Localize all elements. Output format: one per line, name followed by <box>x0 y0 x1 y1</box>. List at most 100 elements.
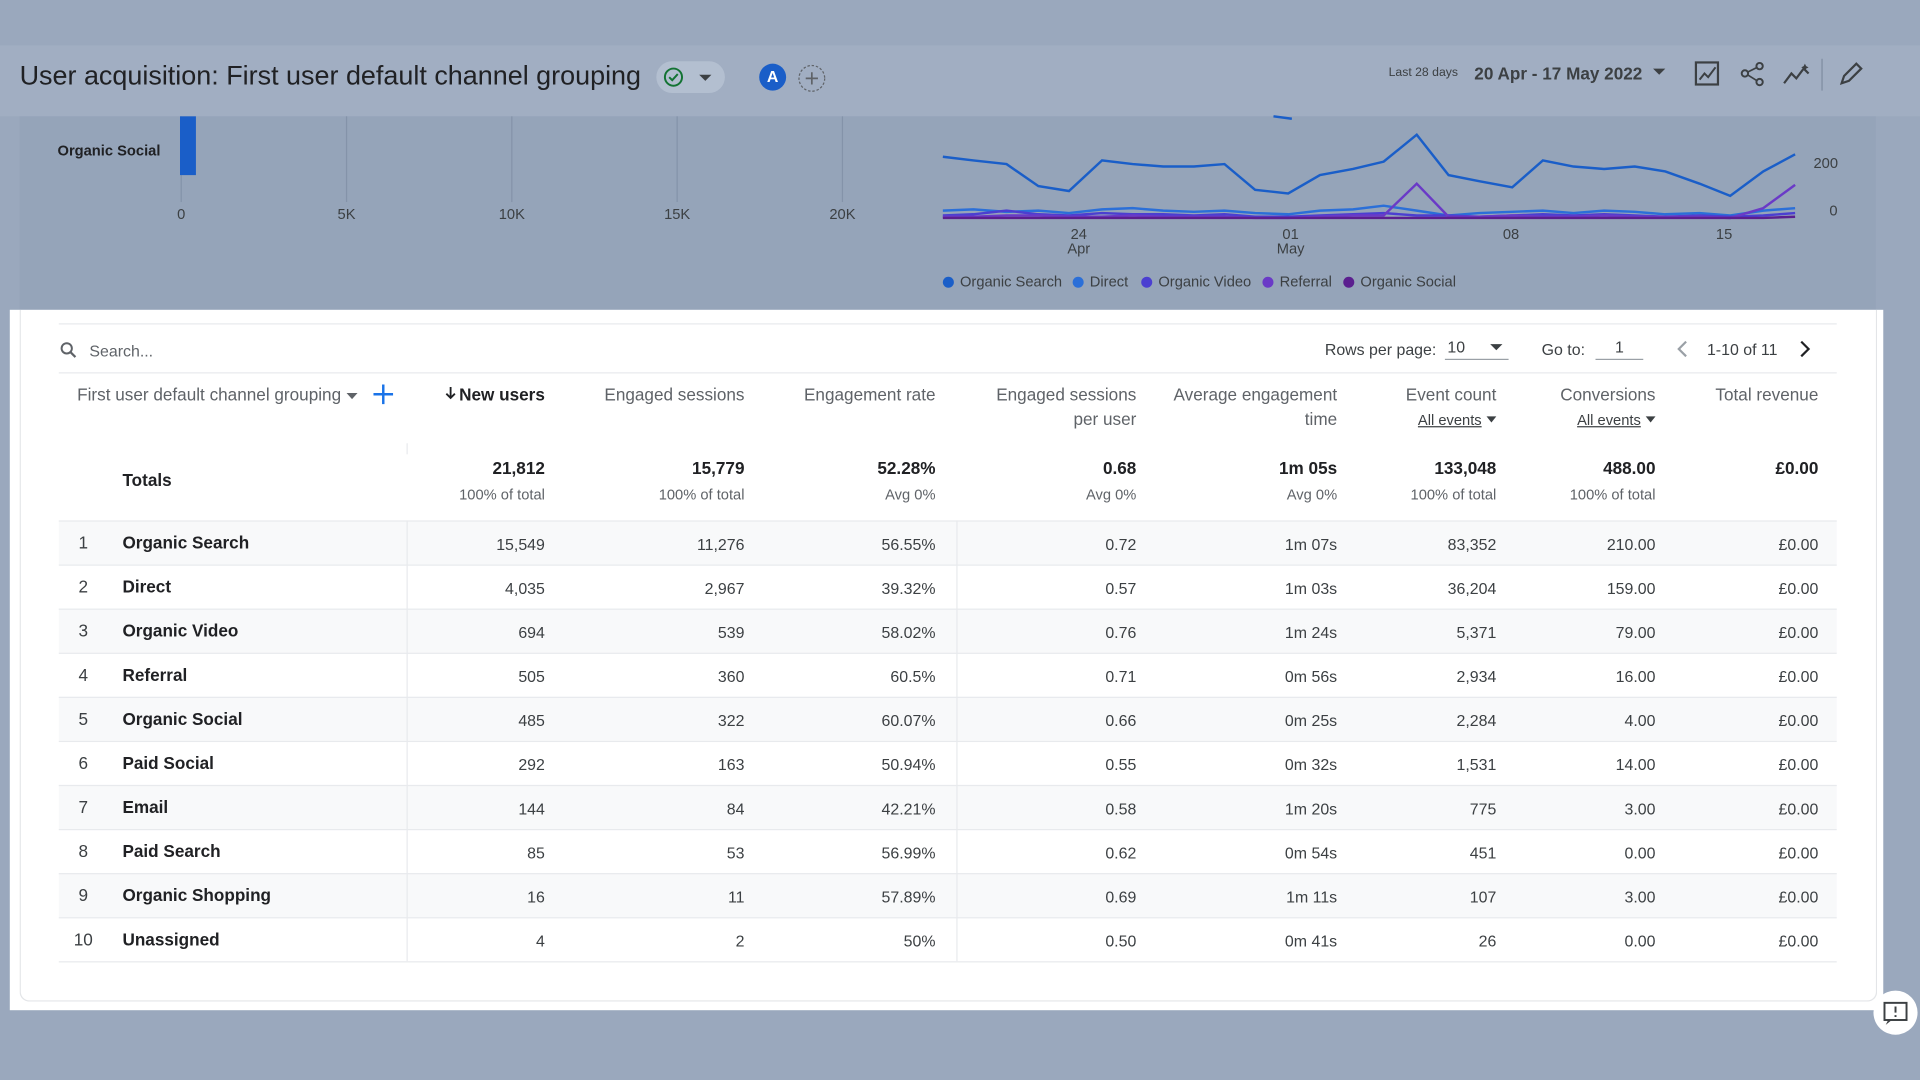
legend-item[interactable]: Referral <box>1262 273 1332 290</box>
column-filter[interactable]: All events <box>1417 411 1482 429</box>
cell: 0.62 <box>1105 843 1137 863</box>
cell: £0.00 <box>1778 755 1819 774</box>
cell: £0.00 <box>1778 535 1819 554</box>
cell: 53 <box>726 843 745 863</box>
column-header[interactable]: Average engagement time <box>1166 382 1338 431</box>
row-name: Organic Search <box>122 532 250 553</box>
cell: 2 <box>735 931 745 951</box>
table-row[interactable] <box>58 696 1837 741</box>
cell: 56.99% <box>881 843 936 863</box>
row-index: 8 <box>78 841 89 861</box>
bar-category: Organic Social <box>57 142 161 160</box>
status-pill[interactable] <box>656 61 725 94</box>
row-name: Paid Search <box>122 841 221 861</box>
goto-input[interactable]: 1 <box>1595 338 1644 361</box>
table-row[interactable] <box>58 564 1837 609</box>
cell: 1m 07s <box>1284 535 1338 554</box>
x-tick-label: 01 May <box>1276 225 1305 258</box>
toolbar-icons[interactable] <box>1690 56 1874 93</box>
cell: 1m 11s <box>1286 887 1338 907</box>
page-range: 1-10 of 11 <box>1706 340 1778 359</box>
cell: 0.72 <box>1105 535 1137 554</box>
column-header[interactable]: Event count <box>1362 382 1497 406</box>
bar <box>180 116 196 176</box>
dimension-header[interactable]: First user default channel grouping <box>77 384 358 404</box>
cell: 0m 32s <box>1284 755 1338 774</box>
cell: 0.00 <box>1624 931 1656 951</box>
cell: 50% <box>903 931 936 951</box>
line-series <box>942 115 1796 220</box>
column-header[interactable]: Engaged sessions <box>585 382 744 406</box>
search-input[interactable]: Search... <box>89 341 154 361</box>
cell: 322 <box>717 711 745 730</box>
column-filter[interactable]: All events <box>1577 411 1641 429</box>
column-header[interactable]: Total revenue <box>1684 382 1818 406</box>
totals-value: 1m 05s <box>1278 457 1338 478</box>
table-row[interactable] <box>58 873 1837 918</box>
cell: 0.57 <box>1105 579 1137 598</box>
cell: 26 <box>1478 931 1497 951</box>
bar-grid <box>180 116 844 203</box>
table-card <box>19 309 1878 1002</box>
rows-per-page-select[interactable]: 10 <box>1444 338 1509 361</box>
cell: 0.50 <box>1105 931 1137 951</box>
status-icon <box>663 67 712 87</box>
column-label: Conversions <box>1560 384 1656 405</box>
table-row[interactable] <box>58 652 1837 697</box>
table-row[interactable] <box>58 740 1837 785</box>
divider <box>406 443 408 455</box>
sort-icon <box>445 386 456 400</box>
x-tick-label: 24 Apr <box>1067 225 1091 258</box>
column-header[interactable]: Conversions <box>1521 382 1656 406</box>
row-name: Referral <box>122 664 188 685</box>
row-name: Organic Video <box>122 620 239 641</box>
legend-item[interactable]: Organic Video <box>1141 273 1251 290</box>
cell: 1m 24s <box>1284 623 1338 642</box>
totals-note: 100% of total <box>658 486 745 504</box>
cell: 0m 25s <box>1284 711 1338 730</box>
totals-value: £0.00 <box>1775 457 1819 478</box>
cell: 4,035 <box>505 579 545 598</box>
cell: 505 <box>518 667 545 686</box>
column-header[interactable]: New users <box>422 382 545 406</box>
cell: 485 <box>518 711 545 730</box>
x-tick-label: 15K <box>664 205 691 223</box>
date-dropdown[interactable] <box>1651 66 1668 78</box>
cell: 775 <box>1469 799 1497 818</box>
divider <box>406 520 408 962</box>
row-name: Paid Social <box>122 753 214 773</box>
column-label: Average engagement time <box>1173 384 1338 429</box>
date-range[interactable]: 20 Apr - 17 May 2022 <box>1474 63 1643 84</box>
next-page[interactable] <box>1795 339 1815 359</box>
cell: 0m 54s <box>1284 843 1338 863</box>
prev-page[interactable] <box>1673 339 1693 359</box>
table-row[interactable] <box>58 784 1837 829</box>
cell: 5,371 <box>1456 623 1497 642</box>
column-header[interactable]: Engaged sessions per user <box>989 382 1136 431</box>
y-tick-label: 0 <box>1829 202 1838 220</box>
cell: 451 <box>1469 843 1497 863</box>
totals-value: 0.68 <box>1102 457 1137 478</box>
x-tick-label: 20K <box>829 205 856 223</box>
cell: 57.89% <box>881 887 936 907</box>
add-comparison[interactable] <box>797 64 826 93</box>
table-row[interactable] <box>58 917 1837 962</box>
add-dimension[interactable] <box>372 383 394 405</box>
divider <box>956 520 958 962</box>
legend-item[interactable]: Organic Search <box>942 273 1062 290</box>
cell: 11,276 <box>696 535 745 554</box>
legend-item[interactable]: Organic Social <box>1343 273 1456 290</box>
cell: 210.00 <box>1606 535 1656 554</box>
divider <box>58 323 1837 325</box>
table-row[interactable] <box>58 828 1837 874</box>
cell: 2,967 <box>704 579 745 598</box>
legend-item[interactable]: Direct <box>1072 273 1128 290</box>
feedback-button[interactable] <box>1871 989 1920 1036</box>
divider <box>58 961 1837 963</box>
table-row[interactable] <box>58 520 1837 565</box>
avatar[interactable]: A <box>759 63 787 91</box>
table-row[interactable] <box>58 608 1837 653</box>
cell: 16.00 <box>1615 667 1656 686</box>
column-header[interactable]: Engagement rate <box>776 382 936 406</box>
